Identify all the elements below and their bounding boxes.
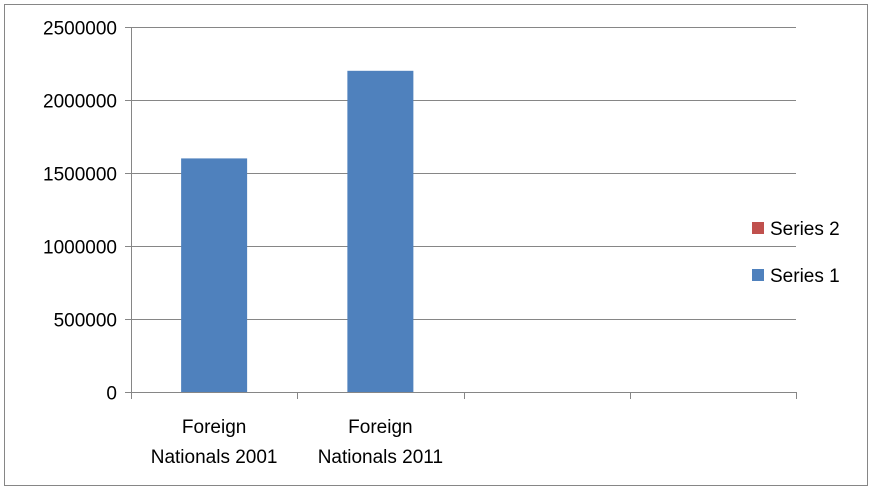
bars — [181, 70, 414, 393]
y-tick-label: 1000000 — [43, 238, 117, 259]
legend: Series 2 Series 1 — [752, 219, 840, 287]
axes — [125, 27, 797, 399]
legend-label: Series 1 — [770, 266, 840, 287]
x-tick-label: Foreign — [182, 417, 246, 438]
legend-label: Series 2 — [770, 219, 840, 240]
y-tick-label: 2500000 — [43, 19, 117, 40]
y-axis-tick-labels: 0 500000 1000000 1500000 2000000 2500000 — [43, 19, 117, 405]
x-axis-tick-labels: Foreign Nationals 2001 Foreign Nationals 20… — [151, 417, 443, 468]
x-tick-label: Nationals 2001 — [151, 447, 278, 468]
y-tick-label: 0 — [106, 384, 117, 405]
bar-series-1-0 — [181, 158, 248, 392]
y-tick-label: 1500000 — [43, 165, 117, 186]
legend-swatch — [752, 222, 764, 234]
legend-swatch — [752, 269, 764, 281]
y-tick-label: 2000000 — [43, 92, 117, 113]
x-tick-label: Nationals 2011 — [318, 447, 443, 468]
bar-series-1-1 — [347, 70, 414, 393]
x-tick-label: Foreign — [348, 417, 412, 438]
y-tick-label: 500000 — [54, 311, 117, 332]
chart-frame — [4, 4, 868, 486]
